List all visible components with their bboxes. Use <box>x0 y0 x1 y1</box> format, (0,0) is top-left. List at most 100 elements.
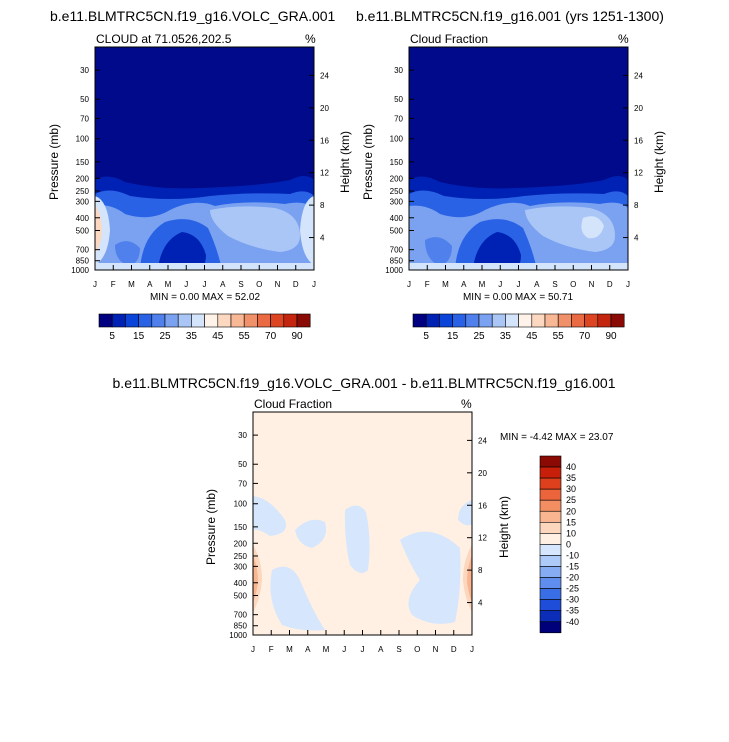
diff-labelbar-label: -20 <box>566 573 579 583</box>
height-tick-label: 8 <box>320 201 325 210</box>
pressure-tick-label: 50 <box>394 95 403 104</box>
diff-labelbar-label: 20 <box>566 506 576 516</box>
month-tick-label: A <box>305 645 311 654</box>
height-tick-label: 4 <box>320 234 325 243</box>
panel-left-contour-level-4 <box>115 241 140 266</box>
pressure-tick-label: 30 <box>394 66 403 75</box>
height-tick-label: 20 <box>320 104 329 113</box>
panel-right-contour-level-4 <box>425 237 452 266</box>
diff-labelbar-label: 30 <box>566 484 576 494</box>
pressure-tick-label: 300 <box>234 562 248 571</box>
panel-left-subtitle: CLOUD at 71.0526,202.5 <box>96 32 232 46</box>
diff-labelbar-label: 0 <box>566 539 571 549</box>
diff-labelbar-box <box>539 544 562 556</box>
height-tick-label: 4 <box>478 599 483 608</box>
labelbar-box <box>491 313 506 328</box>
pressure-tick-label: 500 <box>390 226 404 235</box>
labelbar-box <box>98 313 113 328</box>
month-tick-label: M <box>286 645 293 654</box>
pressure-tick-label: 50 <box>80 95 89 104</box>
panel-diff-height-axis: 24 20 16 12 8 4 <box>467 436 487 608</box>
pressure-tick-label: 150 <box>76 158 90 167</box>
pressure-tick-label: 100 <box>76 135 90 144</box>
month-tick-label: F <box>425 280 430 289</box>
panel-right-title: b.e11.BLMTRC5CN.f19_g16.001 (yrs 1251-13… <box>356 8 664 24</box>
height-tick-label: 12 <box>320 169 329 178</box>
labelbar-label: 45 <box>212 331 224 342</box>
labelbar-box <box>191 313 205 328</box>
pressure-tick-label: 250 <box>76 187 90 196</box>
panel-left-labelbar: 5 15 25 35 45 55 70 90 <box>98 313 311 342</box>
panel-left-stats: MIN = 0.00 MAX = 52.02 <box>150 292 260 303</box>
pressure-tick-label: 1000 <box>71 266 89 275</box>
labelbar-box <box>452 313 467 328</box>
month-tick-label: S <box>396 645 401 654</box>
diff-labelbar-box <box>539 455 562 468</box>
panel-right-contour-level-1-low <box>473 232 521 270</box>
labelbar-box <box>177 313 192 328</box>
diff-labelbar-box <box>539 577 562 589</box>
month-tick-label: A <box>378 645 384 654</box>
month-tick-label: J <box>93 280 97 289</box>
diff-labelbar-box <box>539 588 562 600</box>
month-tick-label: D <box>293 280 299 289</box>
diff-labelbar-box <box>539 510 562 523</box>
month-tick-label: J <box>312 280 316 289</box>
month-tick-label: D <box>607 280 613 289</box>
panel-left-plot <box>94 46 315 271</box>
panel-right-contour-level-7 <box>581 216 604 239</box>
pressure-tick-label: 500 <box>76 226 90 235</box>
pressure-tick-label: 850 <box>390 257 404 266</box>
panel-diff-negative-1 <box>253 496 286 536</box>
pressure-tick-label: 30 <box>238 431 247 440</box>
labelbar-box <box>125 313 139 328</box>
labelbar-box <box>164 313 179 328</box>
labelbar-label: 45 <box>526 331 538 342</box>
labelbar-label: 15 <box>133 331 145 342</box>
diff-labelbar-box <box>539 488 562 501</box>
month-tick-label: J <box>342 645 346 654</box>
pressure-tick-label: 1000 <box>229 631 247 640</box>
panel-left: b.e11.BLMTRC5CN.f19_g16.VOLC_GRA.001 CLO… <box>47 8 352 342</box>
labelbar-label: 35 <box>186 331 198 342</box>
pressure-tick-label: 1000 <box>385 266 403 275</box>
pressure-tick-label: 850 <box>234 622 248 631</box>
pressure-tick-label: 200 <box>76 174 90 183</box>
month-tick-label: O <box>256 280 262 289</box>
month-tick-label: N <box>275 280 281 289</box>
month-tick-label: J <box>251 645 255 654</box>
height-tick-label: 16 <box>478 501 487 510</box>
diff-labelbar-label: -25 <box>566 584 579 594</box>
month-tick-label: A <box>147 280 153 289</box>
month-tick-label: A <box>534 280 540 289</box>
diff-labelbar-box <box>539 555 562 567</box>
month-tick-label: O <box>570 280 576 289</box>
panel-diff-negative-3 <box>344 505 370 574</box>
labelbar-box <box>597 313 612 328</box>
labelbar-box <box>296 313 311 328</box>
pressure-tick-label: 700 <box>234 611 248 620</box>
height-tick-label: 12 <box>634 169 643 178</box>
panel-diff-negative-5 <box>400 531 461 624</box>
panel-diff-positive-right-core <box>467 555 472 602</box>
month-tick-label: M <box>479 280 486 289</box>
labelbar-box <box>610 313 625 328</box>
labelbar-box <box>204 313 219 328</box>
diff-labelbar-box <box>539 610 562 623</box>
labelbar-box <box>283 313 298 328</box>
panel-right-plot <box>408 46 629 271</box>
labelbar-box <box>465 313 480 328</box>
month-tick-label: J <box>407 280 411 289</box>
panel-left-title: b.e11.BLMTRC5CN.f19_g16.VOLC_GRA.001 <box>50 8 336 24</box>
panel-right-subtitle: Cloud Fraction <box>410 32 488 46</box>
diff-labelbar-label: 40 <box>566 462 576 472</box>
pressure-tick-label: 250 <box>234 552 248 561</box>
labelbar-label: 5 <box>109 331 115 342</box>
panel-diff-stats: MIN = -4.42 MAX = 23.07 <box>500 432 614 443</box>
month-tick-label: J <box>498 280 502 289</box>
